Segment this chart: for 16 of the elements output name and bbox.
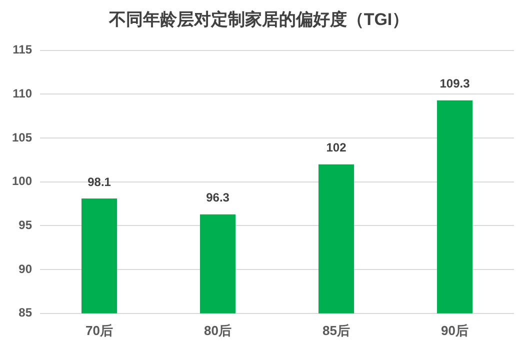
x-tick-label: 90后 <box>441 322 468 338</box>
data-label: 109.3 <box>440 76 470 91</box>
y-tick-label: 85 <box>18 306 32 320</box>
data-label: 102 <box>326 140 347 155</box>
y-tick-label: 100 <box>12 174 32 188</box>
y-tick-label: 90 <box>18 262 32 276</box>
data-label: 96.3 <box>206 190 230 205</box>
chart-title: 不同年龄层对定制家居的偏好度（TGI） <box>108 10 410 29</box>
y-tick-label: 105 <box>12 130 32 144</box>
x-tick-label: 70后 <box>86 322 114 338</box>
y-tick-label: 110 <box>12 86 32 101</box>
y-tick-label: 115 <box>12 42 32 57</box>
data-label: 98.1 <box>88 174 112 189</box>
x-tick-label: 80后 <box>204 322 232 338</box>
y-tick-label: 95 <box>18 218 32 232</box>
x-tick-label: 85后 <box>322 322 350 338</box>
